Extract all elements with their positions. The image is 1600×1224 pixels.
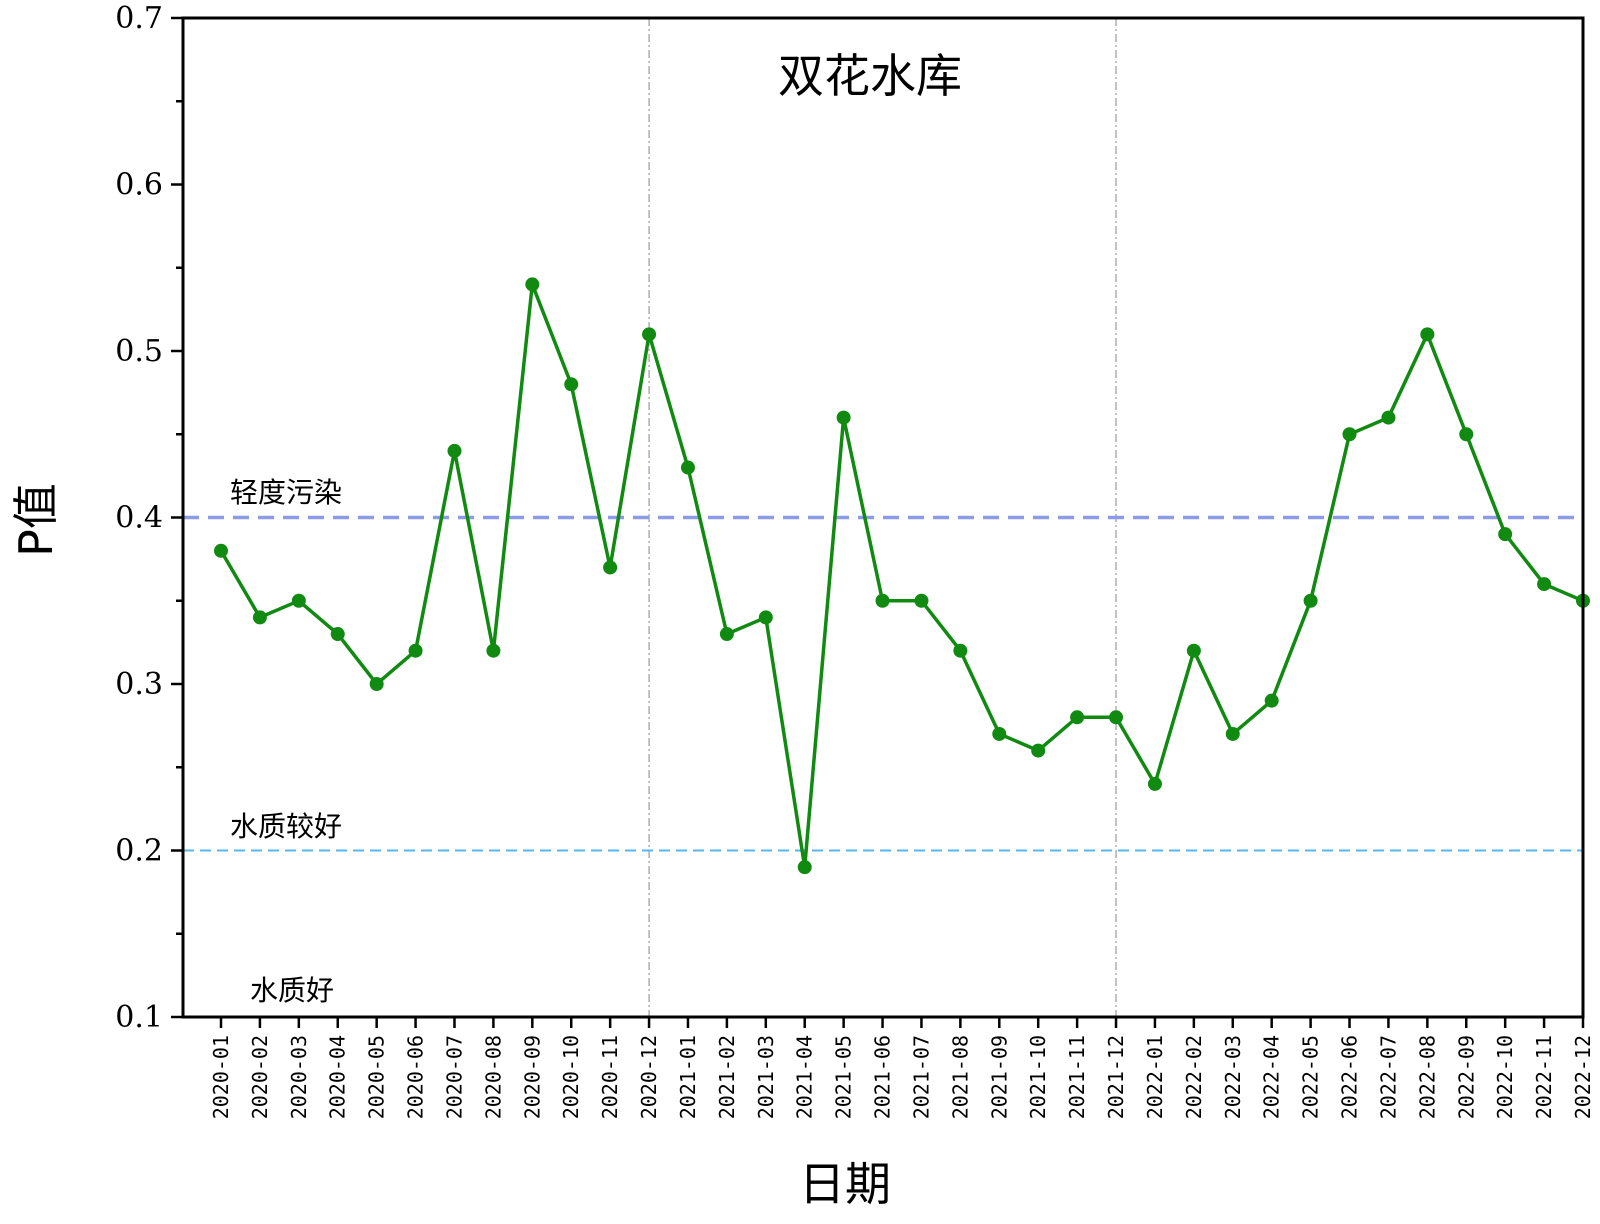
x-tick-label: 2022-04 [1260, 1035, 1284, 1119]
x-tick-label: 2021-04 [793, 1035, 817, 1119]
data-point-2020-10 [564, 377, 579, 392]
data-point-2020-12 [642, 327, 657, 342]
x-tick-label: 2022-09 [1454, 1035, 1478, 1119]
data-point-2021-07 [914, 593, 929, 608]
data-point-2022-11 [1537, 577, 1552, 592]
x-tick-label: 2021-05 [832, 1035, 856, 1119]
y-tick-label: 0.4 [115, 501, 163, 536]
data-point-2022-10 [1498, 527, 1513, 542]
data-point-2021-08 [953, 643, 968, 658]
y-tick-label: 0.1 [115, 1000, 163, 1035]
chart-title: 双花水库 [778, 49, 962, 103]
data-series [214, 277, 1590, 875]
reference-label-good-quality: 水质较好 [230, 810, 342, 843]
x-tick-label: 2020-10 [559, 1035, 583, 1119]
x-tick-label: 2020-06 [404, 1035, 428, 1119]
x-tick-label: 2022-06 [1338, 1035, 1362, 1119]
axes: 0.1 0.2 0.3 0.4 0.5 0.6 0.7 2020-01 2020-02 2020-… [115, 1, 1595, 1119]
y-tick-label: 0.5 [115, 334, 163, 369]
x-tick-label: 2022-01 [1143, 1035, 1167, 1119]
data-point-2021-02 [719, 627, 734, 642]
x-tick-label: 2021-01 [676, 1035, 700, 1119]
x-tick-label: 2020-01 [209, 1035, 233, 1119]
data-point-2022-01 [1147, 776, 1162, 791]
x-tick-label: 2022-03 [1221, 1035, 1245, 1119]
data-point-2022-05 [1303, 593, 1318, 608]
x-tick-label: 2020-04 [326, 1035, 350, 1119]
x-tick-label: 2020-07 [442, 1035, 466, 1119]
y-tick-label: 0.6 [115, 168, 163, 203]
labels: 双花水库 日期 P值 轻度污染 水质较好 水质好 [9, 49, 962, 1211]
x-tick-label: 2020-08 [481, 1035, 505, 1119]
x-tick-label: 2021-06 [871, 1035, 895, 1119]
x-tick-label: 2022-02 [1182, 1035, 1206, 1119]
x-tick-label: 2021-11 [1065, 1035, 1089, 1119]
x-tick-label: 2021-02 [715, 1035, 739, 1119]
data-point-2020-08 [486, 643, 501, 658]
x-tick-label: 2022-08 [1415, 1035, 1439, 1119]
x-tick-label: 2020-03 [287, 1035, 311, 1119]
data-point-2020-09 [525, 277, 540, 292]
data-point-2021-11 [1070, 710, 1085, 725]
data-point-2020-04 [330, 627, 345, 642]
x-axis-title: 日期 [799, 1157, 891, 1211]
data-point-2021-05 [836, 410, 851, 425]
x-tick-label: 2021-08 [948, 1035, 972, 1119]
data-point-2022-07 [1381, 410, 1396, 425]
x-tick-label: 2022-11 [1532, 1035, 1556, 1119]
data-point-2022-08 [1420, 327, 1435, 342]
x-tick-label: 2022-05 [1299, 1035, 1323, 1119]
band-label-excellent-quality: 水质好 [250, 974, 334, 1007]
x-tick-label: 2020-12 [637, 1035, 661, 1119]
data-point-2022-03 [1225, 726, 1240, 741]
data-point-2021-12 [1109, 710, 1124, 725]
data-point-2020-11 [603, 560, 618, 575]
data-point-2021-06 [875, 593, 890, 608]
x-tick-label: 2022-12 [1571, 1035, 1595, 1119]
data-point-2022-09 [1459, 427, 1474, 442]
x-tick-label: 2021-03 [754, 1035, 778, 1119]
reference-lines [183, 515, 1583, 852]
data-point-2020-06 [408, 643, 423, 658]
data-point-2022-06 [1342, 427, 1357, 442]
data-point-2022-04 [1264, 693, 1279, 708]
series-line [219, 282, 1584, 869]
data-point-2022-02 [1186, 643, 1201, 658]
x-tick-label: 2020-09 [520, 1035, 544, 1119]
data-point-2021-09 [992, 726, 1007, 741]
x-tick-label: 2020-05 [365, 1035, 389, 1119]
x-tick-label: 2020-02 [248, 1035, 272, 1119]
reference-label-light-pollution: 轻度污染 [230, 476, 342, 509]
data-point-2020-01 [214, 543, 228, 558]
data-point-2020-02 [252, 610, 267, 625]
y-tick-label: 0.2 [115, 834, 163, 869]
data-point-2021-04 [797, 860, 812, 875]
x-tick-label: 2022-07 [1376, 1035, 1400, 1119]
x-tick-label: 2021-09 [987, 1035, 1011, 1119]
data-point-2020-07 [447, 443, 462, 458]
x-tick-label: 2022-10 [1493, 1035, 1517, 1119]
y-axis-title: P值 [9, 483, 63, 557]
data-point-2020-05 [369, 677, 384, 691]
x-tick-label: 2020-11 [598, 1035, 622, 1119]
data-point-2021-10 [1031, 743, 1046, 758]
data-point-2021-03 [758, 610, 773, 625]
data-point-2021-01 [680, 460, 695, 475]
y-tick-label: 0.7 [115, 1, 163, 36]
x-tick-label: 2021-12 [1104, 1035, 1128, 1119]
y-tick-label: 0.3 [115, 667, 163, 702]
data-point-2020-03 [291, 593, 306, 608]
x-tick-label: 2021-10 [1026, 1035, 1050, 1119]
x-tick-label: 2021-07 [909, 1035, 933, 1119]
